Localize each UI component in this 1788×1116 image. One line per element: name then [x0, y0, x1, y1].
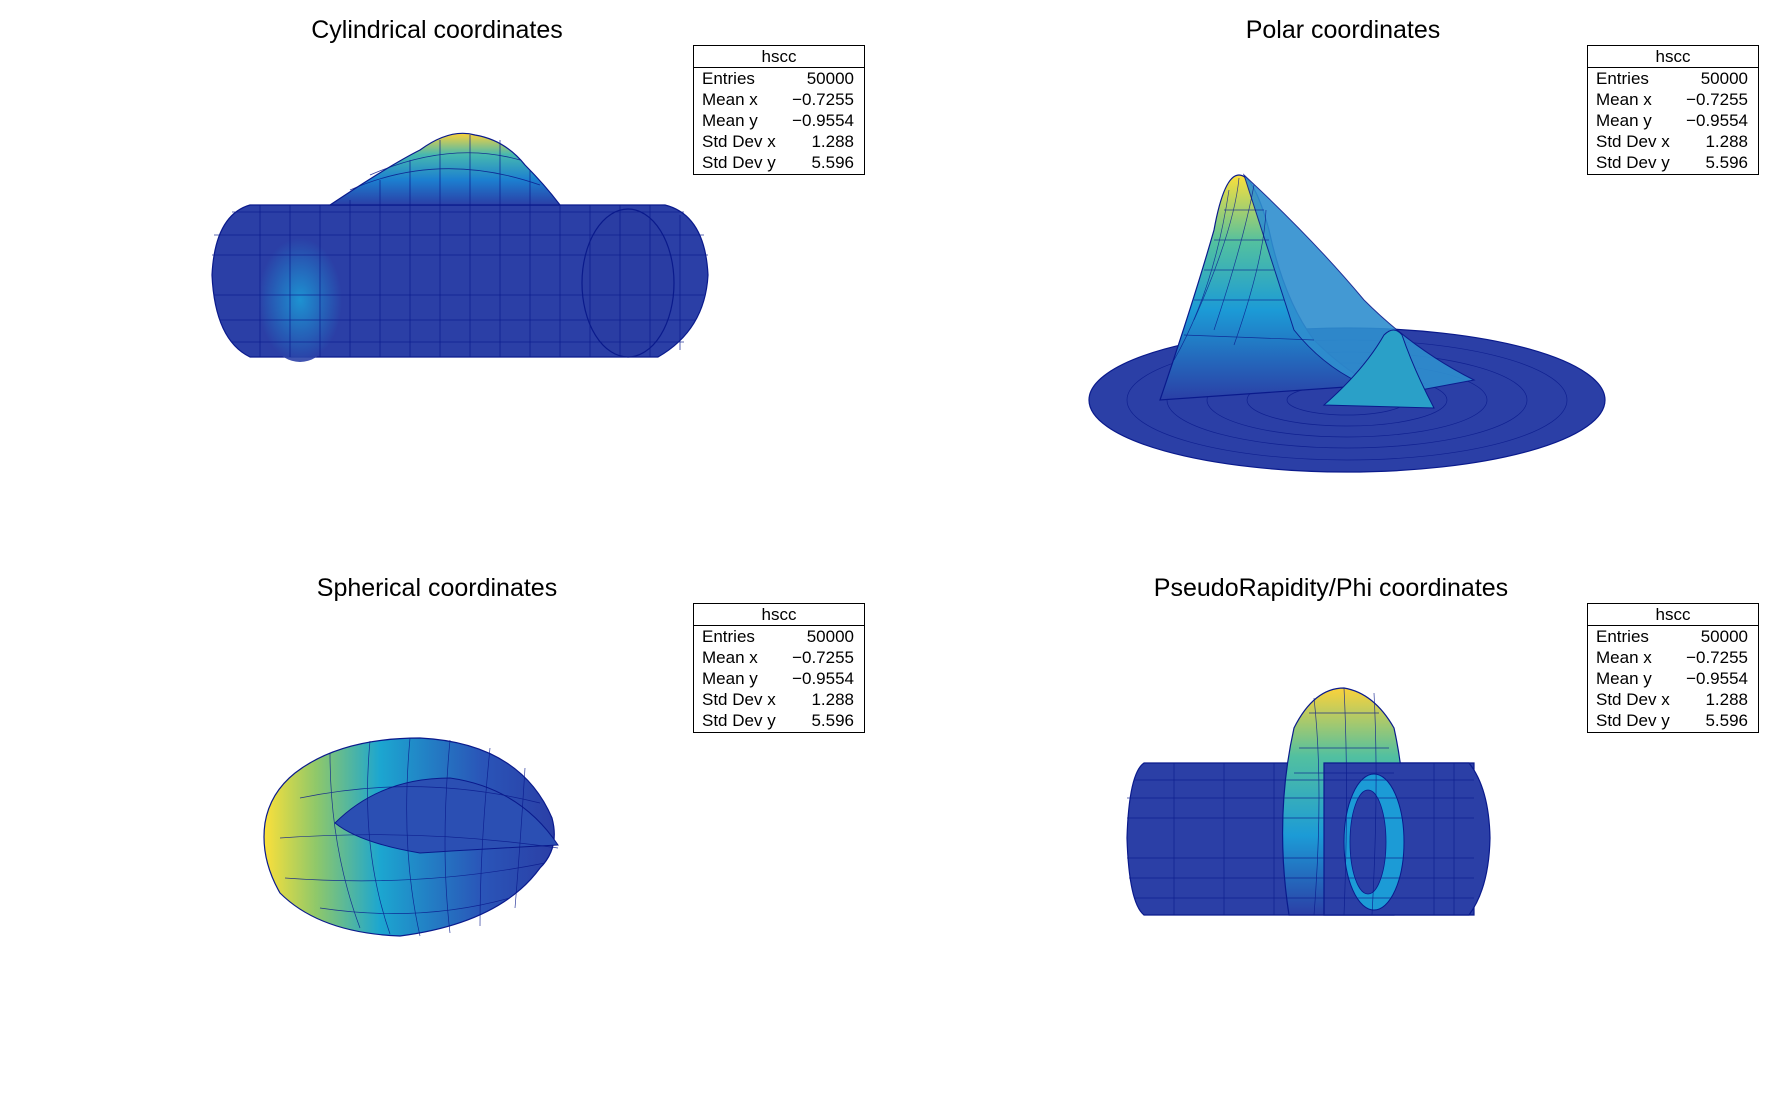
- stats-row-mean-x: Mean x −0.7255: [702, 648, 854, 667]
- cylindrical-surface-plot: [211, 132, 709, 362]
- stats-row-entries: Entries 50000: [702, 627, 854, 646]
- spheroid-inner-shell: [334, 777, 559, 854]
- cylinder-peak: [328, 132, 562, 206]
- pad-spherical: Spherical coordinates hscc Entries 50000 …: [0, 558, 894, 1116]
- stats-box-name: hscc: [694, 46, 864, 68]
- spherical-surface-plot: [263, 737, 559, 937]
- stats-row-mean-y: Mean y −0.9554: [702, 669, 854, 688]
- stats-row-mean-y: Mean y −0.9554: [702, 111, 854, 130]
- cylinder-wireframe: [212, 135, 708, 357]
- polar-ridge: [1242, 173, 1476, 396]
- stats-row-stddev-x: Std Dev x 1.288: [1596, 132, 1748, 151]
- stats-box-pseudorapidity[interactable]: hscc Entries 50000 Mean x −0.7255 Mean y −0…: [1587, 603, 1759, 733]
- pad-cylindrical: Cylindrical coordinates: [0, 0, 894, 558]
- stats-row-mean-x: Mean x −0.7255: [1596, 90, 1748, 109]
- stats-row-stddev-y: Std Dev y 5.596: [702, 153, 854, 172]
- polar-surface-plot: [1088, 173, 1606, 473]
- stats-box-polar[interactable]: hscc Entries 50000 Mean x −0.7255 Mean y −0…: [1587, 45, 1759, 175]
- pad-title-pseudorapidity: PseudoRapidity/Phi coordinates: [1153, 574, 1509, 602]
- stats-row-mean-x: Mean x −0.7255: [702, 90, 854, 109]
- stats-box-name: hscc: [694, 604, 864, 626]
- stats-box-cylindrical[interactable]: hscc Entries 50000 Mean x −0.7255 Mean y −0…: [693, 45, 865, 175]
- eta-wireframe: [1127, 687, 1474, 916]
- polar-wireframe: [1173, 177, 1315, 361]
- stats-row-entries: Entries 50000: [702, 69, 854, 88]
- pad-polar: Polar coordinates hscc: [894, 0, 1788, 558]
- stats-box-name: hscc: [1588, 46, 1758, 68]
- stats-box-spherical[interactable]: hscc Entries 50000 Mean x −0.7255 Mean y −0…: [693, 603, 865, 733]
- stats-row-stddev-x: Std Dev x 1.288: [702, 132, 854, 151]
- stats-row-entries: Entries 50000: [1596, 627, 1748, 646]
- stats-row-stddev-y: Std Dev y 5.596: [1596, 153, 1748, 172]
- cylinder-blob: [258, 238, 342, 362]
- stats-row-mean-x: Mean x −0.7255: [1596, 648, 1748, 667]
- pad-title-spherical: Spherical coordinates: [316, 574, 558, 602]
- pad-pseudorapidity: PseudoRapidity/Phi coordinates hscc Entr…: [894, 558, 1788, 1116]
- spheroid-wireframe: [279, 737, 559, 937]
- stats-row-mean-y: Mean y −0.9554: [1596, 111, 1748, 130]
- cylinder-end-ring: [581, 208, 675, 358]
- polar-small-peak: [1322, 329, 1435, 409]
- eta-inner-hole: [1349, 789, 1387, 895]
- stats-row-stddev-y: Std Dev y 5.596: [702, 711, 854, 730]
- pad-title-polar: Polar coordinates: [1245, 16, 1441, 44]
- stats-row-stddev-x: Std Dev x 1.288: [702, 690, 854, 709]
- stats-row-mean-y: Mean y −0.9554: [1596, 669, 1748, 688]
- stats-row-entries: Entries 50000: [1596, 69, 1748, 88]
- stats-box-name: hscc: [1588, 604, 1758, 626]
- stats-row-stddev-y: Std Dev y 5.596: [1596, 711, 1748, 730]
- pad-title-cylindrical: Cylindrical coordinates: [311, 16, 563, 44]
- stats-row-stddev-x: Std Dev x 1.288: [1596, 690, 1748, 709]
- pseudorapidity-surface-plot: [1126, 687, 1491, 916]
